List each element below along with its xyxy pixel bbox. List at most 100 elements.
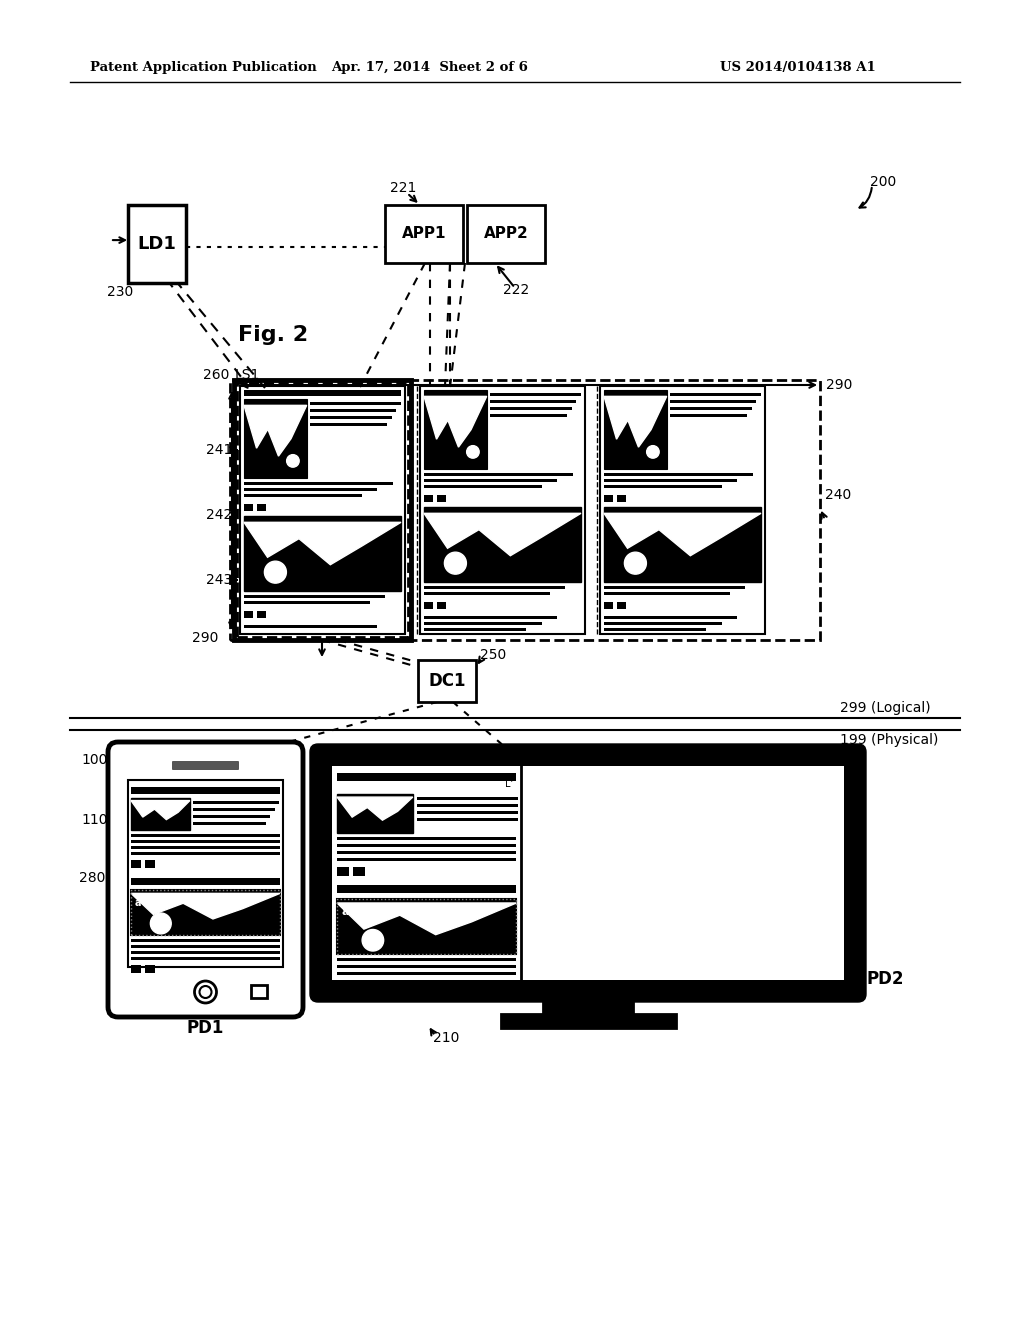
FancyBboxPatch shape bbox=[131, 846, 280, 849]
FancyBboxPatch shape bbox=[417, 810, 518, 814]
FancyBboxPatch shape bbox=[604, 615, 737, 619]
FancyBboxPatch shape bbox=[424, 479, 557, 482]
Text: a: a bbox=[248, 523, 254, 532]
FancyBboxPatch shape bbox=[424, 591, 550, 595]
FancyBboxPatch shape bbox=[128, 780, 283, 968]
FancyBboxPatch shape bbox=[604, 389, 667, 470]
FancyBboxPatch shape bbox=[467, 205, 545, 263]
FancyBboxPatch shape bbox=[424, 586, 565, 589]
FancyBboxPatch shape bbox=[604, 507, 761, 582]
Polygon shape bbox=[131, 800, 189, 820]
FancyBboxPatch shape bbox=[131, 878, 280, 884]
FancyBboxPatch shape bbox=[244, 601, 370, 603]
FancyBboxPatch shape bbox=[131, 787, 280, 795]
FancyBboxPatch shape bbox=[332, 766, 844, 979]
Circle shape bbox=[264, 561, 287, 583]
Text: 199 (Physical): 199 (Physical) bbox=[840, 733, 938, 747]
Text: 110: 110 bbox=[82, 813, 108, 828]
FancyBboxPatch shape bbox=[244, 611, 253, 618]
Text: 280: 280 bbox=[460, 853, 486, 867]
FancyBboxPatch shape bbox=[257, 504, 266, 511]
FancyBboxPatch shape bbox=[437, 602, 446, 609]
FancyBboxPatch shape bbox=[131, 834, 280, 837]
Text: Patent Application Publication: Patent Application Publication bbox=[90, 62, 316, 74]
FancyBboxPatch shape bbox=[309, 403, 401, 405]
FancyBboxPatch shape bbox=[337, 884, 516, 892]
FancyBboxPatch shape bbox=[417, 797, 518, 800]
FancyBboxPatch shape bbox=[424, 622, 542, 624]
FancyBboxPatch shape bbox=[230, 380, 820, 640]
FancyBboxPatch shape bbox=[131, 957, 280, 960]
FancyBboxPatch shape bbox=[604, 602, 613, 609]
FancyBboxPatch shape bbox=[424, 602, 433, 609]
FancyBboxPatch shape bbox=[193, 814, 270, 818]
Polygon shape bbox=[244, 405, 307, 457]
Text: US 2014/0104138 A1: US 2014/0104138 A1 bbox=[720, 62, 876, 74]
Text: 243: 243 bbox=[206, 573, 232, 587]
Polygon shape bbox=[337, 797, 413, 820]
FancyBboxPatch shape bbox=[385, 205, 463, 263]
FancyBboxPatch shape bbox=[310, 744, 866, 1002]
FancyBboxPatch shape bbox=[670, 393, 761, 396]
FancyBboxPatch shape bbox=[240, 385, 406, 634]
FancyBboxPatch shape bbox=[337, 965, 516, 968]
FancyBboxPatch shape bbox=[131, 840, 280, 842]
Text: 242: 242 bbox=[206, 508, 232, 521]
FancyBboxPatch shape bbox=[131, 890, 280, 935]
FancyBboxPatch shape bbox=[424, 389, 486, 470]
Text: APP1: APP1 bbox=[401, 227, 446, 242]
FancyBboxPatch shape bbox=[244, 516, 401, 591]
FancyBboxPatch shape bbox=[600, 385, 765, 634]
FancyBboxPatch shape bbox=[309, 409, 396, 412]
FancyBboxPatch shape bbox=[131, 799, 189, 830]
FancyBboxPatch shape bbox=[337, 972, 516, 975]
FancyBboxPatch shape bbox=[489, 414, 567, 417]
FancyBboxPatch shape bbox=[131, 939, 280, 941]
Polygon shape bbox=[424, 513, 581, 556]
FancyBboxPatch shape bbox=[604, 495, 613, 503]
Polygon shape bbox=[604, 513, 761, 556]
FancyBboxPatch shape bbox=[424, 474, 573, 477]
Text: 222: 222 bbox=[503, 282, 529, 297]
FancyBboxPatch shape bbox=[337, 899, 516, 954]
Text: b: b bbox=[428, 515, 434, 523]
FancyBboxPatch shape bbox=[131, 945, 280, 948]
FancyBboxPatch shape bbox=[244, 495, 361, 498]
Circle shape bbox=[646, 446, 659, 458]
FancyBboxPatch shape bbox=[337, 837, 516, 840]
FancyBboxPatch shape bbox=[501, 1014, 676, 1028]
FancyBboxPatch shape bbox=[424, 495, 433, 503]
FancyBboxPatch shape bbox=[337, 850, 516, 854]
FancyBboxPatch shape bbox=[193, 808, 274, 810]
FancyBboxPatch shape bbox=[251, 985, 267, 998]
FancyBboxPatch shape bbox=[337, 858, 516, 861]
FancyBboxPatch shape bbox=[128, 205, 186, 282]
FancyBboxPatch shape bbox=[131, 950, 280, 953]
Polygon shape bbox=[424, 396, 486, 447]
Text: 100: 100 bbox=[82, 752, 108, 767]
Text: 210: 210 bbox=[433, 1031, 460, 1045]
Text: LD1: LD1 bbox=[137, 235, 176, 253]
Text: 290: 290 bbox=[191, 631, 218, 645]
FancyBboxPatch shape bbox=[337, 866, 349, 875]
FancyBboxPatch shape bbox=[424, 486, 542, 488]
FancyBboxPatch shape bbox=[604, 486, 722, 488]
Text: 200: 200 bbox=[870, 176, 896, 189]
FancyBboxPatch shape bbox=[670, 407, 752, 411]
FancyBboxPatch shape bbox=[193, 801, 279, 804]
Text: 290: 290 bbox=[826, 378, 852, 392]
FancyBboxPatch shape bbox=[424, 615, 557, 619]
FancyBboxPatch shape bbox=[604, 474, 753, 477]
FancyBboxPatch shape bbox=[244, 624, 378, 628]
FancyBboxPatch shape bbox=[309, 422, 387, 426]
FancyBboxPatch shape bbox=[604, 586, 745, 589]
Text: 250: 250 bbox=[480, 648, 506, 663]
FancyBboxPatch shape bbox=[244, 389, 401, 396]
FancyBboxPatch shape bbox=[145, 859, 155, 867]
Text: a: a bbox=[135, 898, 141, 908]
FancyBboxPatch shape bbox=[244, 595, 385, 598]
Circle shape bbox=[625, 552, 646, 574]
Circle shape bbox=[467, 446, 479, 458]
FancyBboxPatch shape bbox=[670, 414, 748, 417]
FancyBboxPatch shape bbox=[193, 822, 266, 825]
